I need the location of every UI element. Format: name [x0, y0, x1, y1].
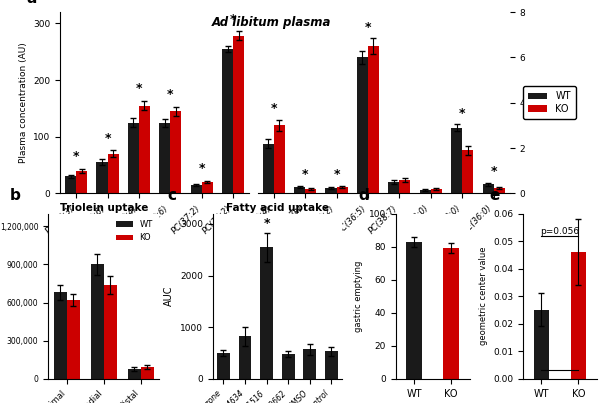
Bar	[128, 123, 139, 193]
Bar	[191, 185, 202, 193]
Y-axis label: Plasma concentration (AU): Plasma concentration (AU)	[19, 42, 28, 163]
Text: d: d	[359, 188, 369, 204]
Bar	[54, 293, 67, 379]
Bar	[202, 182, 213, 193]
Bar	[399, 180, 411, 193]
Bar	[91, 264, 104, 379]
Bar	[223, 49, 233, 193]
Bar	[139, 106, 150, 193]
Bar	[303, 349, 316, 379]
Bar	[140, 367, 154, 379]
Text: *: *	[491, 166, 497, 179]
Y-axis label: geometric center value: geometric center value	[479, 247, 488, 345]
Legend: WT, KO: WT, KO	[523, 87, 576, 119]
Title: Triolein uptake: Triolein uptake	[60, 203, 148, 213]
Bar	[159, 123, 171, 193]
Text: *: *	[365, 21, 371, 33]
Bar	[431, 189, 442, 193]
Bar	[325, 351, 338, 379]
Y-axis label: gastric emptying: gastric emptying	[354, 260, 363, 332]
Text: a: a	[27, 0, 37, 6]
Bar	[368, 46, 379, 193]
Bar	[494, 188, 505, 193]
Bar	[406, 242, 422, 379]
Bar	[534, 310, 549, 379]
Bar	[336, 187, 347, 193]
Text: *: *	[302, 168, 308, 181]
Bar	[388, 182, 399, 193]
Bar	[305, 189, 316, 193]
Text: p=0.056: p=0.056	[540, 227, 579, 236]
Y-axis label: AUC: AUC	[165, 286, 174, 306]
Text: *: *	[333, 168, 339, 181]
Text: *: *	[104, 132, 111, 145]
Bar	[65, 177, 76, 193]
Text: *: *	[264, 216, 270, 230]
Bar	[294, 187, 305, 193]
Bar	[96, 162, 107, 193]
Bar	[483, 185, 494, 193]
Bar	[104, 285, 117, 379]
Text: *: *	[73, 150, 79, 163]
Text: *: *	[270, 102, 277, 115]
Text: e: e	[490, 188, 500, 204]
Bar	[128, 369, 140, 379]
Text: *: *	[459, 107, 466, 120]
Bar	[262, 143, 274, 193]
Title: Fatty acid uptake: Fatty acid uptake	[226, 203, 329, 213]
Bar	[443, 248, 459, 379]
Bar	[217, 353, 230, 379]
Bar	[107, 154, 119, 193]
Text: b: b	[10, 188, 21, 204]
Bar	[463, 150, 473, 193]
Bar	[260, 247, 273, 379]
Bar	[452, 128, 463, 193]
Text: *: *	[136, 82, 142, 96]
Bar	[357, 58, 368, 193]
Text: *: *	[167, 88, 174, 101]
Bar	[420, 190, 431, 193]
Bar	[326, 188, 336, 193]
Bar	[282, 354, 295, 379]
Legend: WT, KO: WT, KO	[113, 218, 155, 245]
Bar	[570, 252, 586, 379]
Text: Ad libitum plasma: Ad libitum plasma	[212, 16, 331, 29]
Text: c: c	[167, 188, 176, 204]
Bar	[233, 36, 244, 193]
Bar	[274, 125, 285, 193]
Bar	[171, 111, 182, 193]
Text: *: *	[230, 12, 236, 26]
Bar	[67, 300, 80, 379]
Bar	[239, 337, 251, 379]
Bar	[76, 171, 87, 193]
Text: *: *	[199, 162, 205, 175]
